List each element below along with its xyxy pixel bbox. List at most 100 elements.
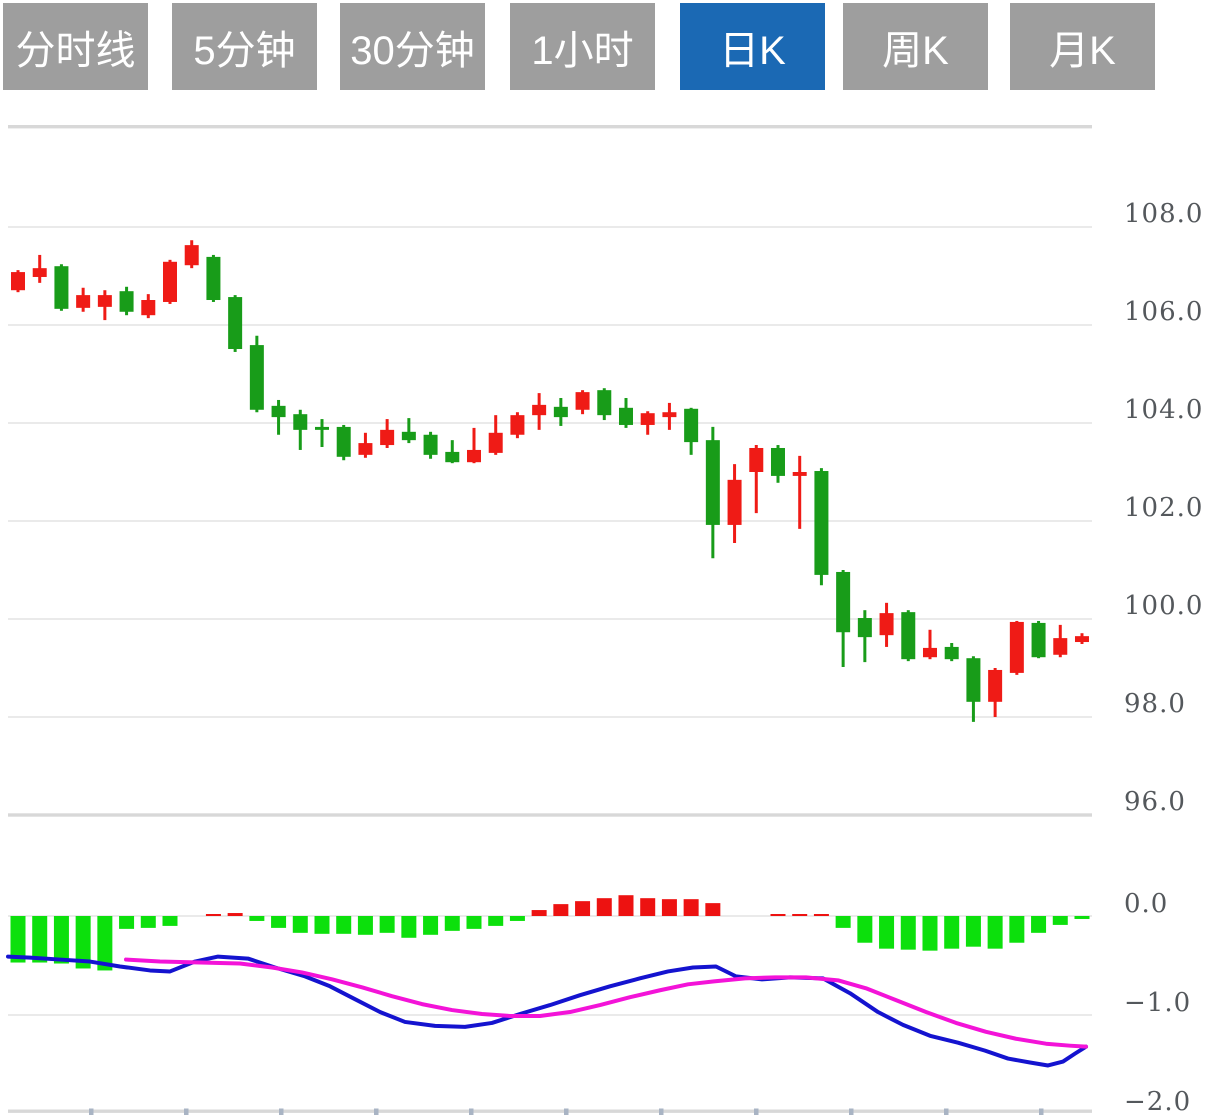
candle-body (228, 297, 243, 350)
candle-body (770, 447, 785, 476)
candle (836, 570, 851, 668)
macd-histogram-bar (401, 916, 417, 938)
x-axis-tick (564, 1108, 569, 1115)
macd-histogram-bar (314, 916, 330, 934)
candle-body (488, 432, 503, 453)
candle-body (857, 618, 872, 638)
macd-histogram-bar (140, 916, 156, 928)
candle-body (922, 647, 937, 658)
candle-body (401, 431, 416, 441)
x-axis-tick (944, 1108, 949, 1115)
macd-histogram-bar (205, 914, 221, 916)
candle-body (1053, 638, 1068, 655)
candle (336, 424, 351, 461)
macd-histogram-bar (683, 899, 699, 916)
candle (249, 335, 264, 413)
macd-histogram-bar (835, 916, 851, 928)
macd-histogram-bar (575, 901, 591, 916)
candle-body (662, 412, 677, 418)
macd-histogram-bar (227, 913, 243, 916)
macd-histogram-bar (119, 916, 135, 929)
candle-body (1031, 622, 1046, 658)
tab-daily-k[interactable]: 日K (680, 3, 825, 90)
candle-body (54, 266, 69, 309)
macd-histogram-bar (379, 916, 395, 933)
x-axis-tick (659, 1108, 664, 1115)
candle-body (836, 571, 851, 633)
candle-body (206, 256, 221, 301)
candle (597, 388, 612, 421)
candle (228, 295, 243, 352)
panel-separator (8, 813, 1092, 817)
candles (11, 240, 1089, 722)
candle (575, 390, 590, 415)
macd-histogram-bar (271, 916, 287, 928)
candle-body (510, 415, 525, 435)
candle-body (162, 261, 177, 302)
kline-chart[interactable]: 108.0 106.0 104.0 102.0 100.0 98.0 96.0 0.0 −1.0… (0, 95, 1213, 1116)
macd-histogram-bar (965, 916, 981, 947)
candle (1009, 620, 1024, 675)
candle (380, 419, 395, 448)
candle-body (336, 426, 351, 457)
macd-axis-label: −1.0 (1124, 988, 1192, 1018)
candle (640, 411, 655, 435)
macd-histogram-bar (900, 916, 916, 950)
candle (901, 610, 916, 662)
macd-histogram-bar (32, 916, 48, 963)
candle-body (532, 404, 547, 416)
candle (792, 455, 807, 529)
x-axis-tick (754, 1108, 759, 1115)
candle-body (575, 392, 590, 410)
candle-body (358, 443, 373, 455)
tab-weekly-k[interactable]: 周K (843, 3, 988, 90)
candle-body (792, 472, 807, 476)
macd-histogram-bar (1009, 916, 1025, 943)
candle-body (141, 300, 156, 316)
candle-body (944, 646, 959, 660)
candle-body (97, 295, 112, 307)
candle (1053, 624, 1068, 658)
macd-histogram-bar (661, 899, 677, 916)
candle (358, 432, 373, 458)
x-axis-ticks (89, 1108, 1044, 1115)
macd-histogram-bar (357, 916, 373, 935)
candle (922, 629, 937, 660)
candle-body (11, 272, 25, 291)
macd-histogram-bar (466, 916, 482, 929)
candle (293, 409, 308, 450)
macd-histogram-bar (792, 914, 808, 916)
tab-monthly-k[interactable]: 月K (1010, 3, 1155, 90)
candle-body (988, 669, 1003, 702)
macd-histogram-bar (640, 898, 656, 916)
price-axis-label: 104.0 (1124, 395, 1204, 425)
candle-body (314, 426, 329, 430)
macd-histogram-bar (1052, 916, 1068, 925)
x-axis-line (8, 1109, 1092, 1113)
candle-body (597, 390, 612, 416)
candle-body (466, 449, 481, 463)
price-axis-label: 108.0 (1124, 199, 1204, 229)
candle-body (32, 268, 47, 277)
candle (97, 290, 112, 321)
x-axis-tick (89, 1108, 94, 1115)
candle-body (640, 413, 655, 425)
tab-30min[interactable]: 30分钟 (340, 3, 485, 90)
macd-histogram-bar (162, 916, 178, 926)
tab-1hour[interactable]: 1小时 (510, 3, 655, 90)
macd-histogram-bar (813, 914, 829, 916)
candle (423, 431, 438, 459)
tab-5min[interactable]: 5分钟 (172, 3, 317, 90)
macd-histogram-bar (1031, 916, 1047, 933)
macd-histogram-bar (944, 916, 960, 949)
candle (488, 415, 503, 455)
candle-body (1009, 621, 1024, 673)
candle (141, 294, 156, 319)
x-axis-tick (1039, 1108, 1044, 1115)
price-axis-label: 106.0 (1124, 297, 1204, 327)
candle (814, 468, 829, 586)
tab-minute-line[interactable]: 分时线 (3, 3, 148, 90)
macd-histogram (10, 895, 1090, 971)
candle-body (879, 613, 894, 636)
